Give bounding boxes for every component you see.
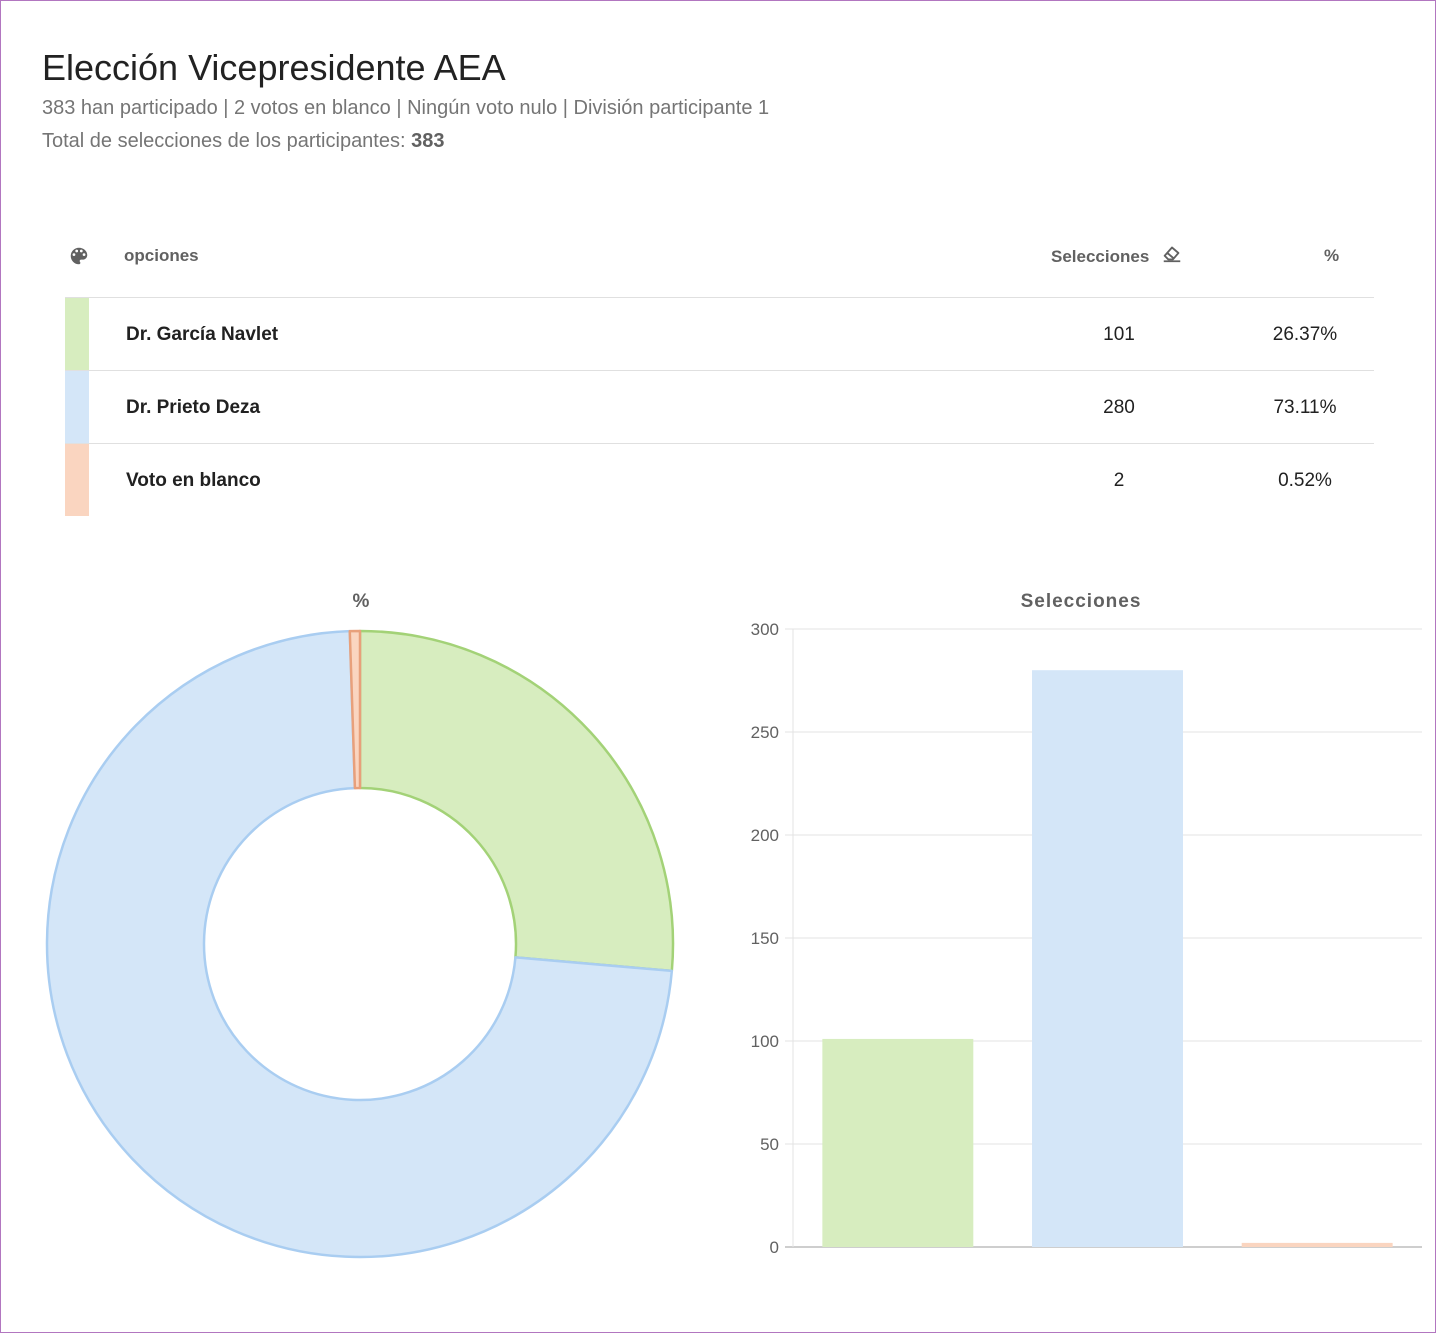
pie-chart [45,629,675,1259]
pie-slice[interactable] [45,629,674,1259]
participation-summary: 383 han participado | 2 votos en blanco … [42,97,770,119]
column-options[interactable]: opciones [124,246,199,265]
option-name: Dr. Prieto Deza [126,397,261,418]
eraser-icon[interactable] [1161,242,1183,269]
option-percent: 26.37% [1272,324,1338,345]
bar[interactable] [822,1038,974,1247]
color-swatch [65,371,89,443]
table-header: opciones Selecciones % [65,219,1374,298]
y-tick-label: 200 [751,826,779,845]
table-row: Voto en blanco 2 0.52% [65,444,1374,516]
bar[interactable] [1032,670,1183,1247]
table-row: Dr. García Navlet 101 26.37% [65,298,1374,371]
y-tick-label: 300 [751,620,779,639]
bar-chart: 0 50 100 150 200 250 300 [751,620,1422,1257]
option-percent: 0.52% [1278,470,1332,491]
y-tick-label: 250 [751,723,779,742]
y-tick-label: 100 [751,1032,779,1051]
option-name: Voto en blanco [126,470,261,491]
option-votes: 101 [1103,324,1135,345]
pie-slice[interactable] [358,629,675,973]
pie-chart-title: % [352,591,370,612]
pie-slice[interactable] [348,629,362,790]
color-swatch [65,444,89,516]
option-votes: 2 [1113,470,1125,491]
column-selections[interactable]: Selecciones [1051,246,1183,269]
table-row: Dr. Prieto Deza 280 73.11% [65,371,1374,444]
color-swatch [65,298,89,370]
bar-chart-title: Selecciones [1020,591,1142,612]
column-percent[interactable]: % [1324,246,1340,265]
y-tick-label: 0 [770,1238,779,1257]
option-votes: 280 [1103,397,1135,418]
palette-icon [68,245,90,272]
column-selections-label: Selecciones [1051,246,1150,266]
y-tick-label: 50 [760,1135,779,1154]
bar[interactable] [1241,1242,1393,1247]
option-name: Dr. García Navlet [126,324,279,345]
total-selections: Total de selecciones de los participante… [42,130,444,153]
total-selections-value: 383 [411,130,445,152]
total-selections-label: Total de selecciones de los participante… [42,130,412,152]
y-tick-label: 150 [751,929,779,948]
option-percent: 73.11% [1273,397,1337,418]
results-table: opciones Selecciones % Dr. García Navlet… [65,219,1374,516]
page-title: Elección Vicepresidente AEA [42,47,506,88]
